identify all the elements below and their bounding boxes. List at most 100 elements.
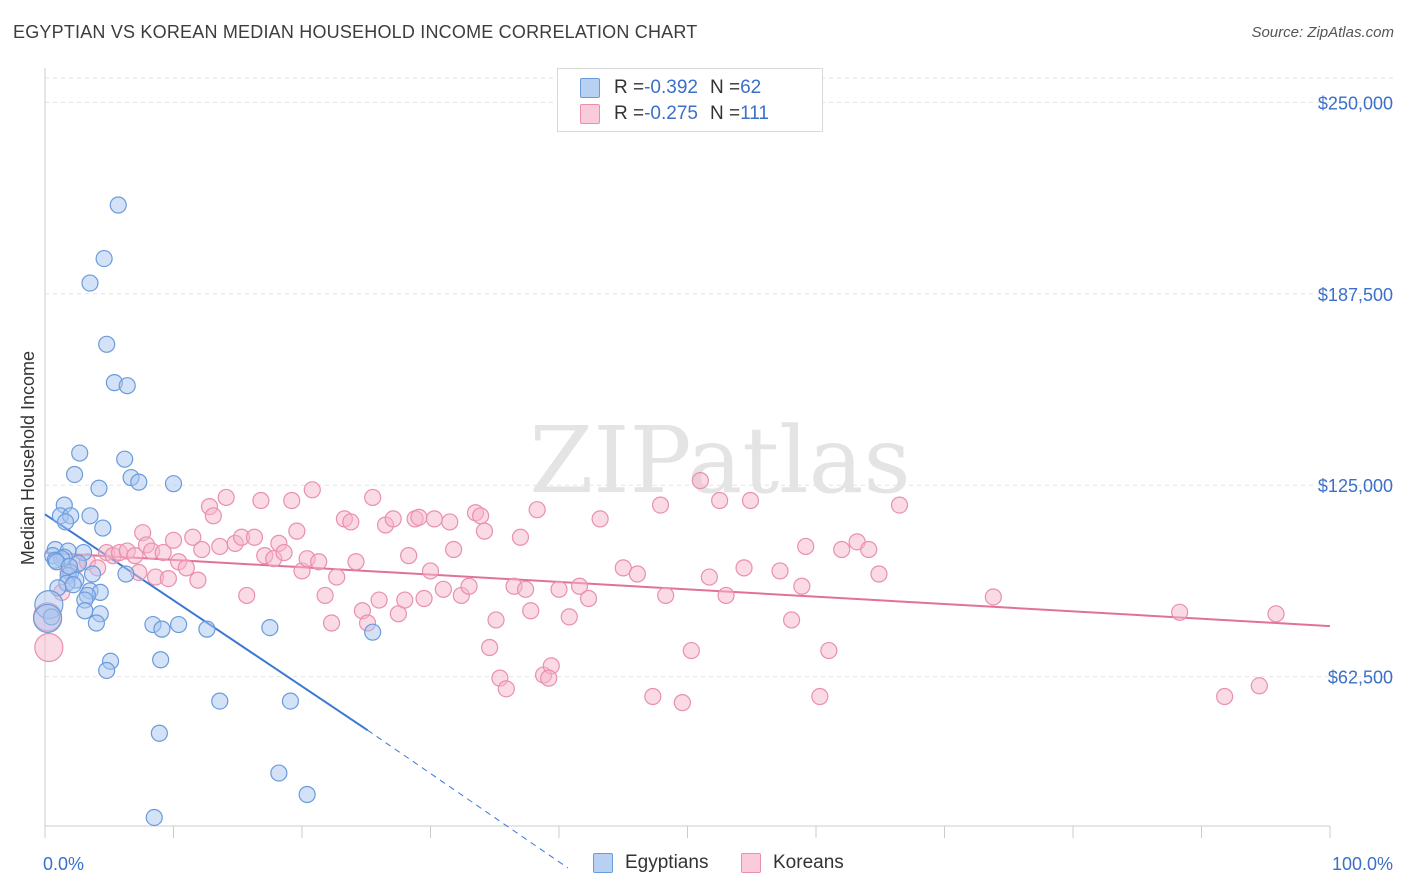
koreans-point (364, 488, 382, 507)
koreans-point (400, 547, 418, 565)
koreans-point (782, 611, 801, 629)
legend-item-koreans[interactable]: Koreans (741, 852, 844, 874)
koreans-point (1267, 605, 1285, 623)
koreans-point (189, 571, 207, 589)
egyptians-point (130, 473, 148, 491)
koreans-point (154, 543, 172, 562)
koreans-point (126, 547, 144, 565)
egyptians-point (364, 623, 382, 641)
egyptians-point (71, 444, 89, 462)
egyptians-point (150, 724, 168, 742)
egyptians-point (118, 377, 136, 395)
egyptians-point (281, 692, 300, 710)
koreans-point (628, 565, 646, 583)
egyptians-point (270, 764, 288, 782)
koreans-point (238, 586, 256, 605)
koreans-point (472, 507, 490, 525)
legend-row-koreans: R = -0.275 N = 111 (580, 102, 769, 126)
legend-item-egyptians[interactable]: Egyptians (593, 852, 708, 874)
koreans-point (540, 669, 558, 687)
y-tick-label: $187,500 (1318, 285, 1393, 305)
koreans-point (591, 510, 609, 528)
egyptians-point (98, 661, 116, 680)
koreans-point (316, 586, 334, 605)
koreans-point (342, 513, 360, 531)
egyptians-point (56, 513, 75, 531)
koreans-point (217, 488, 235, 507)
legend-n-label: N = (709, 103, 741, 124)
egyptians-point (152, 651, 170, 669)
egyptians-point (76, 602, 94, 620)
legend-r-label: R = (614, 103, 645, 124)
koreans-point (283, 491, 301, 510)
egyptians-point (261, 619, 279, 637)
koreans-point (184, 528, 202, 546)
koreans-point (481, 638, 499, 657)
egyptians-point (198, 620, 216, 638)
koreans-point (310, 553, 328, 571)
koreans-point (673, 694, 691, 712)
koreans-point (614, 559, 632, 577)
correlation-legend: R = -0.392 N = 62 R = -0.275 N = 111 (557, 68, 823, 132)
koreans-point (421, 562, 440, 580)
series-legend: Egyptians Koreans (0, 852, 1406, 878)
x-tick-label-start: 0.0% (43, 854, 84, 874)
axes (44, 68, 1331, 838)
chart-title: EGYPTIAN VS KOREAN MEDIAN HOUSEHOLD INCO… (13, 22, 698, 42)
koreans-point (204, 507, 222, 525)
egyptians-point (87, 614, 106, 632)
egyptians-point (117, 565, 135, 583)
koreans-point (384, 510, 402, 528)
koreans-point (651, 496, 670, 514)
y-tick-label: $62,500 (1328, 668, 1393, 688)
koreans-point (445, 540, 463, 559)
koreans-point (1216, 687, 1234, 706)
koreans-point (820, 641, 838, 660)
koreans-trend-line (44, 551, 1331, 628)
egyptians-point (95, 249, 113, 268)
koreans-point (410, 508, 428, 526)
koreans-point (700, 568, 718, 586)
legend-row-egyptians: R = -0.392 N = 62 (580, 76, 761, 100)
koreans-point (460, 577, 478, 595)
koreans-point (984, 588, 1002, 606)
koreans-point (811, 687, 829, 706)
koreans-trend-solid (44, 551, 1331, 628)
koreans-point (245, 528, 264, 546)
egyptians-point (65, 465, 84, 484)
koreans-point (1250, 677, 1268, 695)
koreans-point (741, 491, 760, 510)
koreans-point (303, 481, 321, 499)
egyptians-point (83, 565, 102, 583)
koreans-point (550, 580, 568, 598)
egyptians-point (211, 692, 229, 710)
egyptians-points (32, 196, 382, 827)
x-tick-label-end: 100.0% (1332, 854, 1393, 874)
koreans-point (793, 577, 811, 595)
koreans-point (475, 522, 494, 540)
koreans-point (497, 680, 515, 698)
koreans-point (328, 568, 346, 586)
koreans-legend-swatch (741, 853, 761, 873)
koreans-point (522, 602, 540, 620)
koreans-point (347, 553, 365, 571)
egyptians-point (60, 557, 79, 575)
koreans-point (389, 605, 407, 623)
koreans-point (570, 577, 589, 595)
x-tick-labels: 0.0% 100.0% (43, 854, 1393, 874)
egyptians-legend-swatch (593, 853, 613, 873)
koreans-point (717, 586, 735, 605)
source-label: Source: ZipAtlas.com (1251, 24, 1394, 41)
koreans-point (425, 510, 443, 528)
koreans-point (288, 522, 306, 540)
koreans-point (441, 513, 459, 531)
koreans-point (528, 501, 546, 519)
legend-n-value: 62 (740, 77, 762, 98)
egyptians-point (153, 620, 171, 638)
egyptians-point (32, 603, 63, 634)
koreans-point (771, 562, 789, 580)
koreans-point (1171, 603, 1189, 621)
koreans-point (860, 540, 878, 559)
legend-n-label: N = (709, 77, 741, 98)
